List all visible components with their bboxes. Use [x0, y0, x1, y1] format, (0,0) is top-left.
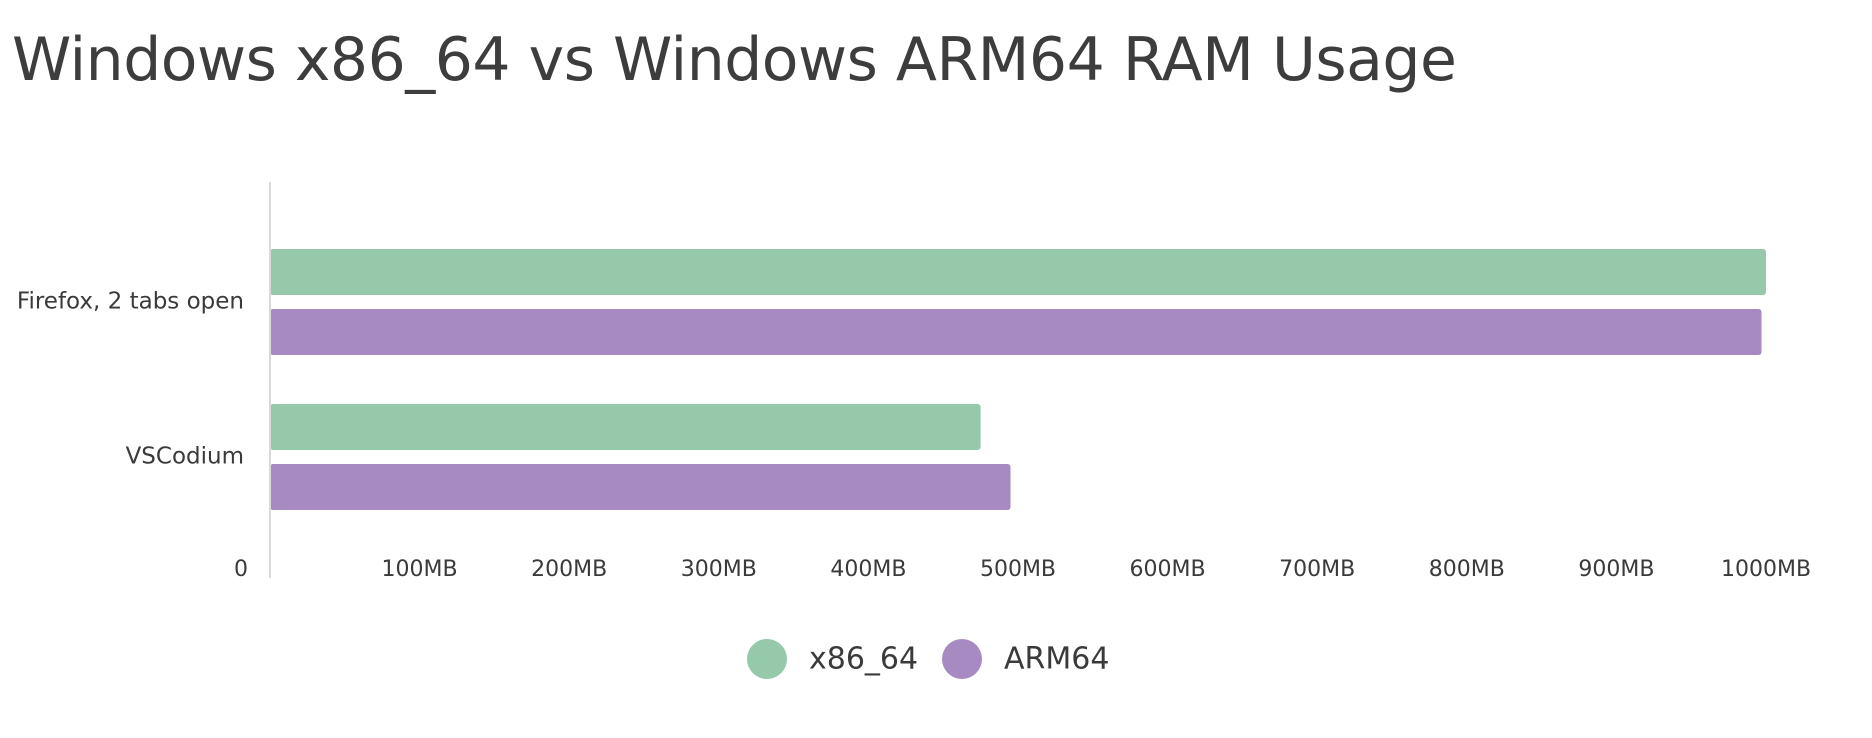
bar-x86-64-1: [270, 249, 1766, 295]
category-label: Firefox, 2 tabs open: [17, 289, 244, 315]
x-tick-label: 900MB: [1578, 557, 1654, 582]
chart-title: Windows x86_64 vs Windows ARM64 RAM Usag…: [12, 25, 1457, 95]
legend-item-arm64[interactable]: ARM64: [942, 639, 1109, 679]
x-tick-label: 300MB: [681, 557, 757, 582]
x-tick-label: 0: [234, 557, 248, 582]
bar-arm64-2: [270, 464, 1011, 510]
category-label: VSCodium: [126, 444, 244, 470]
x-tick-label: 500MB: [980, 557, 1056, 582]
category-labels: Firefox, 2 tabs open VSCodium: [17, 289, 244, 470]
legend-swatch: [942, 639, 982, 679]
x-axis-tick-labels: 0 100MB 200MB 300MB 400MB 500MB 600MB 700MB 800M…: [234, 557, 1811, 582]
x-tick-label: 100MB: [382, 557, 458, 582]
legend-label: x86_64: [809, 642, 918, 677]
x-tick-label: 200MB: [531, 557, 607, 582]
x-tick-label: 600MB: [1130, 557, 1206, 582]
bar-arm64-1: [270, 309, 1762, 355]
x-tick-label: 400MB: [830, 557, 906, 582]
bar-x86-64-2: [270, 404, 981, 450]
legend-swatch: [747, 639, 787, 679]
legend-label: ARM64: [1004, 642, 1109, 677]
bars-layer: [270, 249, 1766, 510]
x-tick-label: 1000MB: [1721, 557, 1811, 582]
x-tick-label: 800MB: [1429, 557, 1505, 582]
legend-item-x86-64[interactable]: x86_64: [747, 639, 918, 679]
x-tick-label: 700MB: [1279, 557, 1355, 582]
legend[interactable]: x86_64 ARM64: [747, 639, 1109, 679]
